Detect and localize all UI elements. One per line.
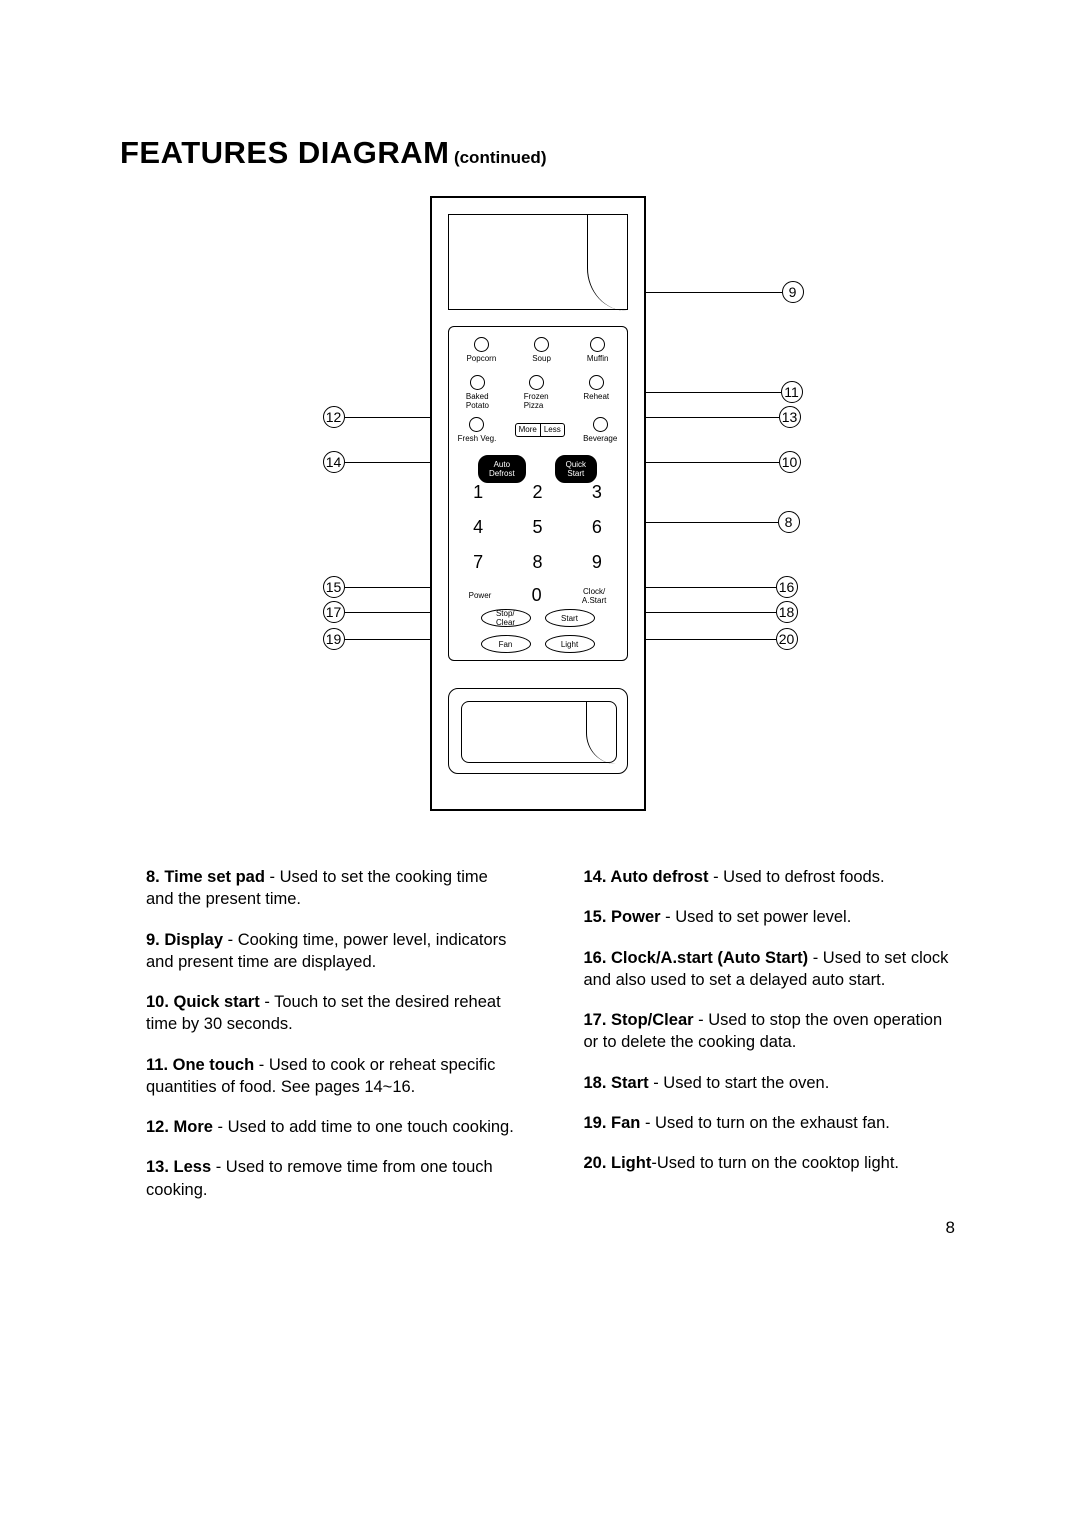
numpad-8[interactable]: 8	[508, 552, 567, 573]
title-main: FEATURES DIAGRAM	[120, 135, 449, 170]
display-area	[448, 214, 628, 310]
stop-clear-button[interactable]: Stop/ Clear	[481, 609, 531, 627]
beverage-button[interactable]: Beverage	[583, 417, 617, 443]
callout-14: 14	[323, 451, 430, 473]
callout-10: 10	[646, 451, 801, 473]
numpad-9[interactable]: 9	[567, 552, 626, 573]
quick-start-button[interactable]: Quick Start	[555, 455, 597, 483]
power-zero-clock-row: Power 0 Clock/ A.Start	[449, 585, 627, 606]
light-button[interactable]: Light	[545, 635, 595, 653]
fan-light-row: Fan Light	[449, 635, 627, 653]
display-curve	[587, 215, 627, 311]
callout-9: 9	[646, 281, 804, 303]
numpad-6[interactable]: 6	[567, 517, 626, 538]
features-diagram: Popcorn Soup Muffin Baked Potato Frozen …	[308, 196, 768, 811]
fresh-veg-button[interactable]: Fresh Veg.	[458, 417, 497, 443]
feature-item-18: 18. Start - Used to start the oven.	[558, 1072, 956, 1094]
feature-item-11: 11. One touch - Used to cook or reheat s…	[120, 1054, 518, 1099]
reheat-button[interactable]: Reheat	[583, 375, 609, 410]
numpad-4[interactable]: 4	[449, 517, 508, 538]
numpad-3[interactable]: 3	[567, 482, 626, 503]
muffin-button[interactable]: Muffin	[587, 337, 609, 363]
feature-item-20: 20. Light-Used to turn on the cooktop li…	[558, 1152, 956, 1174]
feature-descriptions: 8. Time set pad - Used to set the cookin…	[120, 866, 955, 1219]
page-title: FEATURES DIAGRAM (continued)	[120, 135, 955, 171]
callout-18: 18	[646, 601, 798, 623]
feature-item-12: 12. More - Used to add time to one touch…	[120, 1116, 518, 1138]
feature-item-14: 14. Auto defrost - Used to defrost foods…	[558, 866, 956, 888]
feature-item-17: 17. Stop/Clear - Used to stop the oven o…	[558, 1009, 956, 1054]
more-less-button[interactable]: More Less	[515, 423, 565, 437]
start-button[interactable]: Start	[545, 609, 595, 627]
frozen-pizza-button[interactable]: Frozen Pizza	[524, 375, 549, 410]
keypad-area: Popcorn Soup Muffin Baked Potato Frozen …	[448, 326, 628, 661]
auto-defrost-button[interactable]: Auto Defrost	[478, 455, 526, 483]
callout-8: 8	[646, 511, 800, 533]
baked-potato-button[interactable]: Baked Potato	[466, 375, 489, 410]
feature-item-10: 10. Quick start - Touch to set the desir…	[120, 991, 518, 1036]
numpad-1[interactable]: 1	[449, 482, 508, 503]
fan-button[interactable]: Fan	[481, 635, 531, 653]
feature-item-9: 9. Display - Cooking time, power level, …	[120, 929, 518, 974]
callout-19: 19	[323, 628, 430, 650]
stop-start-row: Stop/ Clear Start	[449, 609, 627, 627]
vent-area	[448, 688, 628, 774]
callout-13: 13	[646, 406, 801, 428]
zero-button[interactable]: 0	[532, 585, 542, 606]
numpad-5[interactable]: 5	[508, 517, 567, 538]
feature-col-left: 8. Time set pad - Used to set the cookin…	[120, 866, 518, 1219]
callout-11: 11	[646, 381, 803, 403]
number-pad: 123 456 789	[449, 482, 627, 573]
power-label[interactable]: Power	[469, 591, 492, 600]
callout-16: 16	[646, 576, 798, 598]
callout-12: 12	[323, 406, 430, 428]
one-touch-row: Fresh Veg. More Less Beverage	[449, 417, 627, 443]
control-panel: Popcorn Soup Muffin Baked Potato Frozen …	[430, 196, 646, 811]
page-number: 8	[946, 1218, 955, 1238]
callout-17: 17	[323, 601, 430, 623]
feature-item-19: 19. Fan - Used to turn on the exhaust fa…	[558, 1112, 956, 1134]
numpad-7[interactable]: 7	[449, 552, 508, 573]
one-touch-row: Popcorn Soup Muffin	[449, 337, 627, 363]
feature-col-right: 14. Auto defrost - Used to defrost foods…	[558, 866, 956, 1219]
one-touch-row: Baked Potato Frozen Pizza Reheat	[449, 375, 627, 410]
vent-inner	[461, 701, 617, 763]
defrost-quickstart-row: Auto Defrost Quick Start	[449, 455, 627, 483]
popcorn-button[interactable]: Popcorn	[466, 337, 496, 363]
feature-item-16: 16. Clock/A.start (Auto Start) - Used to…	[558, 947, 956, 992]
clock-label[interactable]: Clock/ A.Start	[582, 587, 606, 605]
feature-item-8: 8. Time set pad - Used to set the cookin…	[120, 866, 518, 911]
feature-item-15: 15. Power - Used to set power level.	[558, 906, 956, 928]
callout-20: 20	[646, 628, 798, 650]
numpad-2[interactable]: 2	[508, 482, 567, 503]
title-sub: (continued)	[454, 148, 547, 167]
feature-item-13: 13. Less - Used to remove time from one …	[120, 1156, 518, 1201]
callout-15: 15	[323, 576, 430, 598]
soup-button[interactable]: Soup	[532, 337, 551, 363]
vent-curve	[586, 702, 616, 764]
